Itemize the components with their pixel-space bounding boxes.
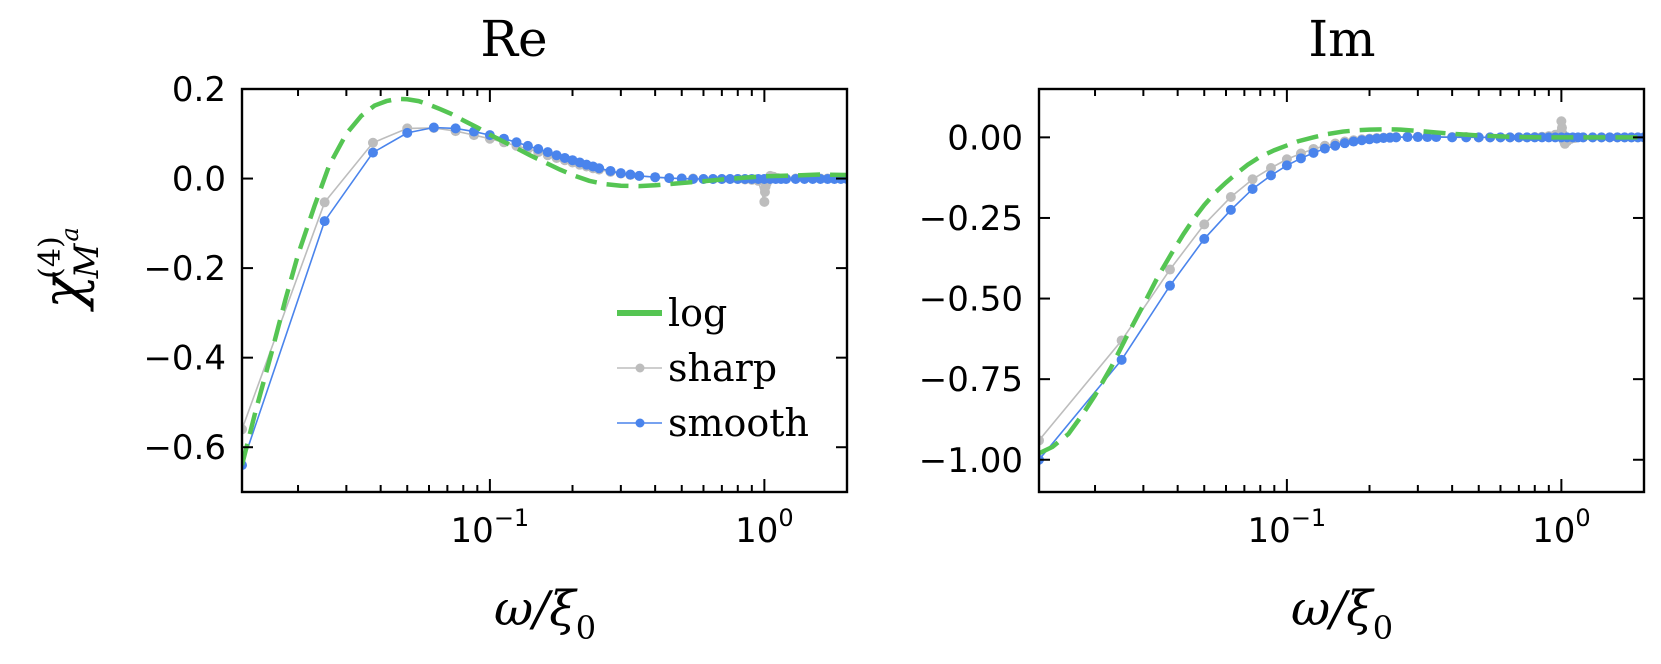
- ticks: 0.2 0.0 −0.2 −0.4 −0.6 10−1 100: [143, 70, 848, 551]
- series-smooth-point: [1164, 280, 1175, 291]
- series-smooth-point: [1225, 204, 1236, 215]
- x-tick-label: 10−1: [451, 504, 530, 551]
- legend-sharp-marker: [635, 363, 645, 373]
- series-smooth-point: [1247, 183, 1258, 194]
- series-smooth-point: [1295, 153, 1306, 164]
- series-smooth-point: [551, 150, 562, 161]
- series-smooth-point: [428, 122, 439, 133]
- axes-frame: [1037, 87, 1646, 494]
- y-tick-label: −0.50: [919, 280, 1023, 320]
- series-smooth-point: [533, 144, 544, 154]
- legend-log-label: log: [668, 291, 727, 335]
- series-smooth-point: [1199, 233, 1210, 244]
- y-tick-label: 0.00: [947, 118, 1023, 158]
- series-smooth-point: [1356, 135, 1367, 146]
- series-smooth-point: [1339, 138, 1350, 149]
- y-label-superscript: (4): [33, 236, 68, 279]
- series-smooth-point: [1116, 354, 1127, 365]
- y-tick-label: 0.2: [172, 70, 226, 110]
- series-smooth-point: [1330, 140, 1341, 151]
- series-smooth-point: [1578, 132, 1589, 143]
- series-smooth-point: [634, 170, 645, 181]
- series-smooth-point: [605, 165, 616, 176]
- series-sharp-point: [1265, 162, 1276, 173]
- series-sharp-point: [367, 137, 378, 148]
- series-smooth-point: [402, 127, 413, 138]
- x-axis-label: ω/ξ0: [494, 581, 596, 647]
- series-smooth-point: [650, 172, 661, 183]
- series-smooth-point: [319, 216, 330, 227]
- series-smooth-line: [1039, 136, 1644, 461]
- legend-smooth-marker: [635, 418, 645, 428]
- series-smooth-point: [1308, 147, 1319, 158]
- series-sharp-point: [1225, 192, 1236, 202]
- legend-smooth-label: smooth: [668, 401, 809, 445]
- plot-area: [1039, 116, 1644, 465]
- series-smooth-point: [1447, 132, 1458, 143]
- x-axis-label: ω/ξ0: [1291, 581, 1393, 647]
- series-sharp-point: [1164, 264, 1175, 275]
- ticks: 0.00 −0.25 −0.50 −0.75 −1.00 10−1 100: [919, 89, 1645, 551]
- panel-title: Im: [1308, 10, 1375, 68]
- y-tick-label: −0.75: [919, 360, 1023, 400]
- series-smooth-point: [664, 173, 675, 184]
- series-smooth-point: [367, 147, 378, 158]
- series-sharp-point: [759, 196, 770, 207]
- y-tick-label: −0.6: [143, 428, 226, 468]
- y-tick-label: −0.4: [143, 339, 226, 379]
- plot-area: [242, 96, 847, 471]
- series-smooth-point: [1402, 132, 1413, 143]
- series-sharp-point: [1039, 435, 1044, 446]
- panel-title: Re: [480, 10, 547, 68]
- y-label-symbol: χ: [31, 272, 96, 313]
- y-label-subscript: M: [67, 242, 107, 279]
- series-smooth-point: [725, 174, 736, 184]
- legend-sharp-label: sharp: [668, 346, 777, 390]
- series-smooth-point: [542, 147, 553, 158]
- series-smooth-point: [1364, 134, 1375, 145]
- axes-frame: [240, 87, 849, 494]
- series-smooth-point: [1281, 160, 1292, 171]
- svg-text:χ(4)Ma: χ(4)Ma: [31, 227, 107, 313]
- series-smooth-point: [625, 169, 636, 180]
- series-smooth-point: [1319, 143, 1330, 154]
- series-smooth-point: [559, 152, 570, 163]
- series-sharp-point: [1199, 219, 1210, 230]
- series-smooth-point: [594, 163, 605, 174]
- series-smooth-point: [522, 140, 533, 151]
- x-tick-label: 10−1: [1248, 504, 1327, 551]
- series-sharp-point: [1247, 174, 1258, 185]
- series-smooth-point: [1265, 170, 1276, 181]
- panel-re: Re 0.2 0.0 −0.2 −0.4 −0.6 10−1 100 ω/ξ0 log sh…: [143, 10, 849, 647]
- series-smooth-point: [1348, 136, 1359, 147]
- legend: log sharp smooth: [617, 291, 809, 445]
- y-label-sub-superscript: a: [56, 227, 84, 241]
- series-sharp-point: [242, 424, 247, 435]
- y-tick-label: −1.00: [919, 441, 1023, 481]
- y-tick-label: −0.25: [919, 199, 1023, 239]
- x-tick-label: 100: [735, 504, 794, 551]
- series-smooth-point: [1604, 132, 1615, 143]
- series-smooth-point: [450, 123, 461, 134]
- series-smooth-point: [1391, 132, 1402, 143]
- y-tick-label: 0.0: [172, 160, 226, 200]
- series-smooth-point: [1412, 132, 1423, 143]
- series-sharp-line: [1039, 118, 1644, 441]
- panel-im: Im 0.00 −0.25 −0.50 −0.75 −1.00 10−1 100 ω/ξ0: [919, 10, 1646, 647]
- series-smooth-point: [511, 137, 522, 148]
- series-log-line: [1039, 127, 1644, 456]
- series-log-line: [242, 96, 847, 466]
- y-tick-label: −0.2: [143, 249, 226, 289]
- series-sharp-point: [319, 197, 330, 208]
- y-axis-label: χ(4)Ma: [31, 227, 107, 313]
- x-tick-label: 100: [1532, 504, 1591, 551]
- series-smooth-point: [1422, 132, 1433, 143]
- series-smooth-point: [615, 168, 626, 179]
